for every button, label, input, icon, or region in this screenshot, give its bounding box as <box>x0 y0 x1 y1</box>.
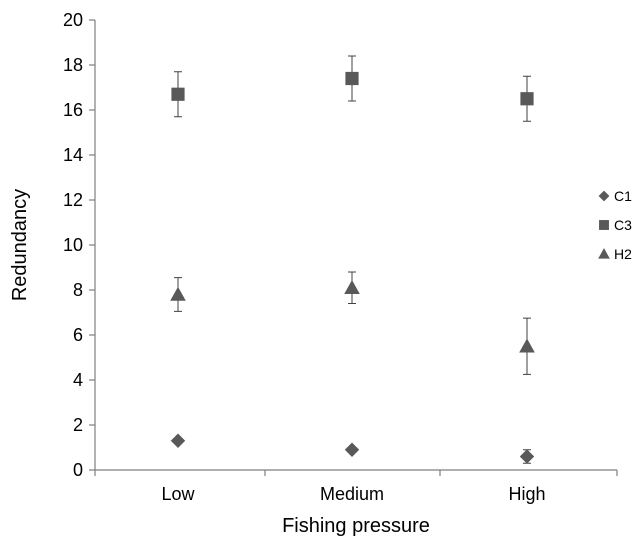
y-tick-label-8: 8 <box>73 280 83 300</box>
point-c3-medium <box>345 71 359 86</box>
y-tick-label-6: 6 <box>73 325 83 345</box>
legend: C1 C3 H2 <box>598 188 632 262</box>
x-axis-title: Fishing pressure <box>282 515 430 537</box>
series-h2 <box>170 271 535 375</box>
y-tick-label-2: 2 <box>73 415 83 435</box>
series-c3 <box>171 55 534 122</box>
x-tick-label-low: Low <box>161 484 195 504</box>
point-h2-medium <box>344 279 360 294</box>
series-c1 <box>170 433 535 464</box>
x-axis-ticks: Low Medium High <box>94 470 618 504</box>
point-h2-high <box>519 338 535 353</box>
y-tick-label-16: 16 <box>63 100 83 120</box>
point-h2-low <box>170 286 186 301</box>
y-tick-label-12: 12 <box>63 190 83 210</box>
y-tick-label-14: 14 <box>63 145 83 165</box>
legend-marker-c1 <box>598 190 610 202</box>
legend-label-c1: C1 <box>614 188 632 204</box>
data-marks <box>170 55 535 464</box>
y-axis-title: Redundancy <box>9 189 31 301</box>
x-tick-label-medium: Medium <box>320 484 384 504</box>
y-tick-label-4: 4 <box>73 370 83 390</box>
y-tick-label-20: 20 <box>63 10 83 30</box>
y-tick-label-18: 18 <box>63 55 83 75</box>
point-c3-low <box>171 87 185 101</box>
point-c1-high <box>519 449 535 464</box>
legend-marker-h2 <box>598 248 610 259</box>
point-c3-high <box>520 92 534 106</box>
legend-label-c3: C3 <box>614 217 632 233</box>
legend-marker-c3 <box>599 220 609 230</box>
axes <box>94 20 617 471</box>
point-c1-low <box>170 433 186 448</box>
legend-label-h2: H2 <box>614 246 632 262</box>
y-axis-ticks: 0 2 4 6 8 10 12 14 16 18 20 <box>63 10 95 480</box>
y-tick-label-10: 10 <box>63 235 83 255</box>
y-tick-label-0: 0 <box>73 460 83 480</box>
point-c1-medium <box>344 442 360 457</box>
x-tick-label-high: High <box>508 484 545 504</box>
